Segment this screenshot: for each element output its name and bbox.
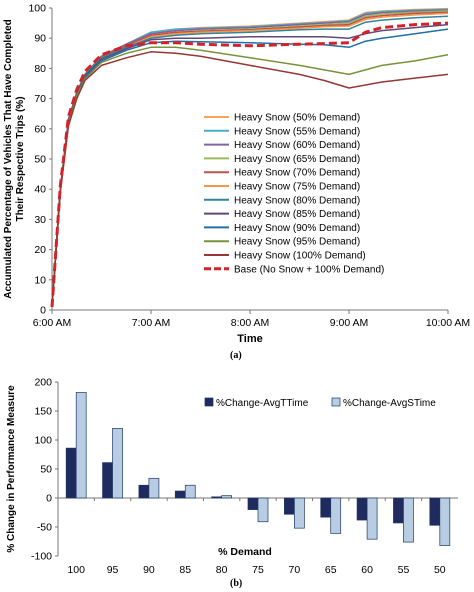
legend-label-11: Heavy Snow (100% Demand) xyxy=(234,251,366,262)
y-tick-label: 100 xyxy=(28,3,46,15)
bar-1-65 xyxy=(320,497,332,518)
x-tick-label: 60 xyxy=(361,564,373,576)
x-tick-label: 65 xyxy=(325,564,337,576)
legend-label-1: Heavy Snow (50% Demand) xyxy=(234,113,360,124)
bar-2-50 xyxy=(439,497,451,546)
x-tick-label: 6:00 AM xyxy=(33,317,72,329)
x-tick-label: 70 xyxy=(289,564,301,576)
y-tick-label: -100 xyxy=(31,551,52,563)
y-tick-label: 70 xyxy=(34,93,46,105)
y-tick-label: 50 xyxy=(40,464,52,476)
bar-2-100 xyxy=(75,392,87,499)
y-tick-label: 30 xyxy=(34,214,46,226)
y-tick-label: 150 xyxy=(34,406,52,418)
bar-1-55 xyxy=(393,497,404,524)
legend-label-12: Base (No Snow + 100% Demand) xyxy=(234,264,384,275)
y-tick-label: 0 xyxy=(40,305,46,317)
x-tick-label: 9:00 AM xyxy=(330,317,369,329)
series-line-12 xyxy=(50,21,449,308)
legend-label-7: Heavy Snow (80% Demand) xyxy=(234,195,360,206)
bar-1-95 xyxy=(102,462,113,499)
bar-1-100 xyxy=(65,447,77,499)
bar-2-90 xyxy=(148,477,160,499)
bar-2-85 xyxy=(184,484,196,499)
y-tick-label: 0 xyxy=(46,493,52,505)
y-tick-label: 60 xyxy=(34,123,46,135)
x-tick-label: 55 xyxy=(398,564,410,576)
x-tick-label: 8:00 AM xyxy=(231,317,270,329)
legend-label-8: Heavy Snow (85% Demand) xyxy=(234,209,360,220)
legend-label-9: Heavy Snow (90% Demand) xyxy=(234,223,360,234)
legend-swatch-1 xyxy=(204,397,214,407)
legend-swatch-2 xyxy=(331,397,341,407)
bar-2-70 xyxy=(294,497,305,529)
legend-label-4: Heavy Snow (65% Demand) xyxy=(234,154,360,165)
legend-label-1: %Change-AvgTTime xyxy=(216,398,309,409)
bar-2-80 xyxy=(221,495,232,499)
y-tick-label: 20 xyxy=(34,244,46,256)
bar-1-60 xyxy=(356,497,368,521)
legend-label-6: Heavy Snow (75% Demand) xyxy=(234,182,360,193)
y-tick-label: 80 xyxy=(34,63,46,75)
bar-1-50 xyxy=(429,497,441,526)
bar-1-70 xyxy=(284,497,295,515)
bar-2-95 xyxy=(112,428,123,499)
y-tick-label: 90 xyxy=(34,33,46,45)
y-tick-label: 40 xyxy=(34,184,46,196)
y-tick-label: -50 xyxy=(37,522,52,534)
x-tick-label: 10:00 AM xyxy=(426,317,470,329)
bar-2-55 xyxy=(403,497,414,543)
legend-label-10: Heavy Snow (95% Demand) xyxy=(234,237,360,248)
series-line-10 xyxy=(51,46,449,308)
x-axis-title: % Demand xyxy=(218,546,272,558)
bar-1-85 xyxy=(174,490,186,499)
x-tick-label: 75 xyxy=(252,564,264,576)
series-line-11 xyxy=(51,51,449,308)
panel-label-a: (a) xyxy=(230,350,242,361)
bar-1-90 xyxy=(138,484,150,499)
y-tick-label: 50 xyxy=(34,154,46,166)
x-tick-label: 50 xyxy=(434,564,446,576)
bar-1-75 xyxy=(247,497,259,510)
y-axis-title-line-2: Their Respective Trips (%) xyxy=(15,96,26,221)
x-tick-label: 80 xyxy=(216,564,228,576)
y-tick-label: 200 xyxy=(34,377,52,389)
y-tick-label: 100 xyxy=(34,435,52,447)
bar-2-60 xyxy=(366,497,378,540)
y-tick-label: 10 xyxy=(34,274,46,286)
x-tick-label: 100 xyxy=(67,564,85,576)
bar-2-75 xyxy=(257,497,269,523)
bar-chart: -100 -50 0 50 100 150 200 100 95 90 85 80 75 70 65 60 55… xyxy=(6,377,458,576)
x-axis-title: Time xyxy=(237,333,262,345)
x-tick-label: 95 xyxy=(107,564,119,576)
panel-label-b: (b) xyxy=(230,578,243,589)
line-chart: 0 10 20 30 40 50 60 70 80 90 100 6:00 AM 7:00 AM 8:00… xyxy=(3,3,470,346)
y-axis-title-line-1: Accumulated Percentage of Vehicles That … xyxy=(3,19,14,299)
x-tick-label: 85 xyxy=(179,564,191,576)
legend-label-5: Heavy Snow (70% Demand) xyxy=(234,168,360,179)
bar-1-80 xyxy=(211,496,222,499)
legend-label-2: %Change-AvgSTime xyxy=(343,398,436,409)
y-axis-title: % Change in Performance Measure xyxy=(6,385,17,553)
x-tick-label: 7:00 AM xyxy=(132,317,171,329)
x-tick-label: 90 xyxy=(143,564,155,576)
legend-label-3: Heavy Snow (60% Demand) xyxy=(234,140,360,151)
legend-label-2: Heavy Snow (55% Demand) xyxy=(234,126,360,137)
bar-2-65 xyxy=(330,497,342,534)
